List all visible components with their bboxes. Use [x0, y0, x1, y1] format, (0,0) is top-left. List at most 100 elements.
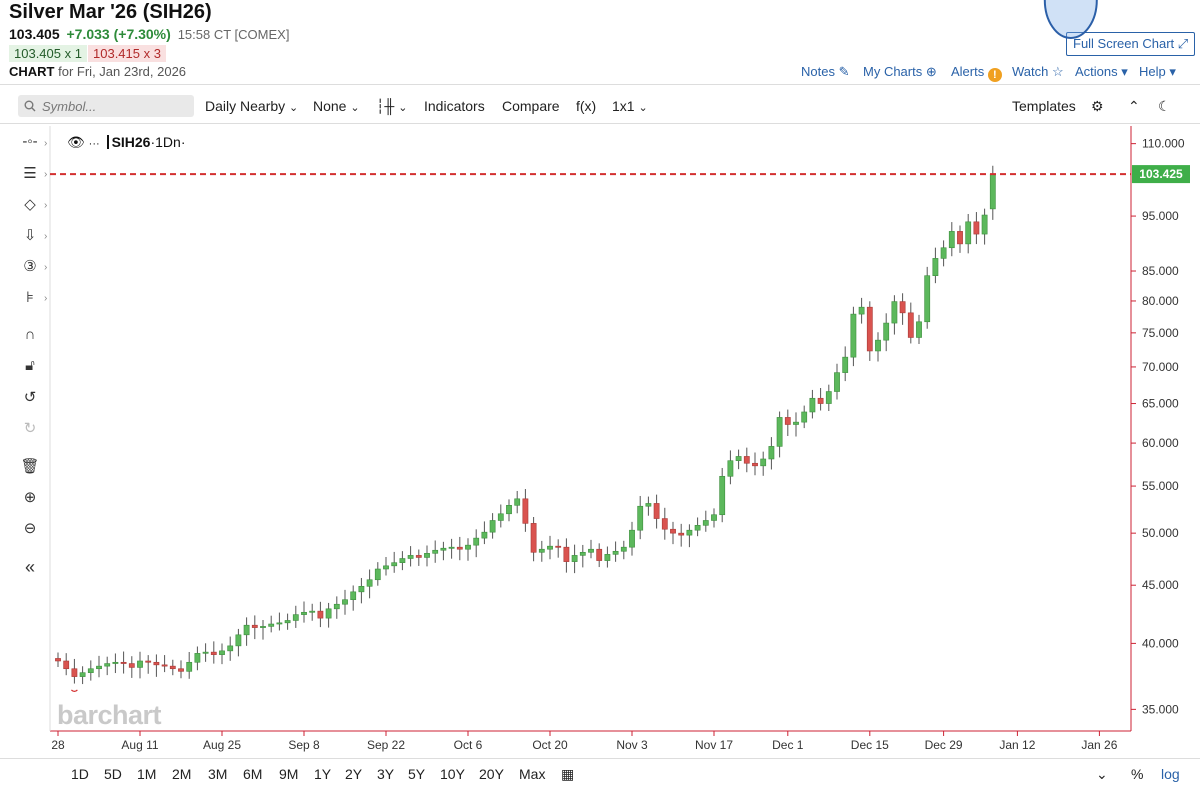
arrow-down-icon[interactable]: ⇩ [23, 227, 37, 244]
candle-body [260, 626, 266, 628]
x-tick-label: Nov 3 [616, 738, 648, 752]
candle-body [842, 356, 849, 373]
more-icon[interactable]: ··· [88, 138, 100, 150]
range-max-button[interactable]: Max [519, 766, 546, 782]
range-9m-button[interactable]: 9M [279, 766, 299, 782]
candle-body [620, 546, 627, 552]
last-price-tag [1132, 165, 1190, 184]
x-tick-label: Oct 6 [454, 738, 483, 752]
range-10y-button[interactable]: 10Y [440, 766, 465, 782]
divider [0, 758, 1200, 759]
highlight-ellipse [1043, 0, 1098, 39]
candle-body [497, 513, 504, 521]
gear-icon[interactable]: ⚙ [1091, 98, 1104, 114]
fib-lines-icon[interactable]: ☰ [23, 165, 37, 182]
range-3m-button[interactable]: 3M [208, 766, 228, 782]
undo-icon[interactable]: ↺ [23, 389, 37, 406]
range-1m-button[interactable]: 1M [137, 766, 157, 782]
candle-body [891, 301, 898, 324]
notes-link[interactable]: Notes ✎ [801, 64, 850, 79]
trash-icon[interactable]: 🗑︎ [20, 458, 40, 475]
range-2m-button[interactable]: 2M [172, 766, 192, 782]
chart-label: CHART [9, 64, 55, 79]
range-1y-button[interactable]: 1Y [314, 766, 332, 782]
function-button[interactable]: f(x) [576, 98, 597, 114]
compare-button[interactable]: Compare [502, 98, 560, 114]
candle-body [120, 661, 127, 664]
moon-icon[interactable]: ☾ [1158, 98, 1171, 114]
fullscreen-button[interactable]: Full Screen Chart ⤢ [1066, 32, 1196, 56]
candle-body [178, 668, 184, 672]
actions-menu[interactable]: Actions ▾ [1075, 64, 1128, 79]
candle-body [629, 529, 635, 548]
chevron-right-icon[interactable]: › [44, 138, 48, 149]
range-6m-button[interactable]: 6M [243, 766, 263, 782]
candle-body [555, 545, 562, 548]
range-20y-button[interactable]: 20Y [479, 766, 504, 782]
range-3y-button[interactable]: 3Y [377, 766, 395, 782]
candle-body [292, 614, 299, 621]
candle-body [653, 503, 660, 519]
candle-body [612, 550, 619, 555]
symbol-search-input[interactable]: Symbol... [18, 95, 194, 117]
star-icon: ☆ [1051, 64, 1064, 79]
candle-body [883, 322, 890, 341]
range-1d-button[interactable]: 1D [71, 766, 89, 782]
trend-line-icon[interactable]: -◦- [22, 133, 38, 150]
chevron-down-icon[interactable]: ⌄ [1096, 766, 1108, 782]
none-dropdown[interactable]: None ⌄ [313, 98, 360, 114]
redo-icon[interactable]: ↻ [23, 420, 37, 437]
percent-toggle[interactable]: % [1131, 766, 1144, 782]
range-5d-button[interactable]: 5D [104, 766, 122, 782]
calendar-icon[interactable]: ▦ [561, 766, 575, 782]
number-marker-icon[interactable]: ③ [23, 258, 37, 275]
chevron-right-icon[interactable]: › [44, 200, 48, 211]
x-tick-label: Dec 15 [851, 738, 889, 752]
chevron-right-icon[interactable]: › [44, 262, 48, 273]
candle-body [448, 546, 455, 549]
unlock-icon[interactable]: 🔓︎ [25, 357, 35, 374]
candle-body [71, 668, 78, 677]
candle-body [87, 668, 94, 673]
chevron-right-icon[interactable]: › [44, 293, 48, 304]
candle-body [137, 660, 143, 668]
candle-body [776, 417, 783, 447]
alerts-link[interactable]: Alerts ! [951, 64, 1002, 82]
collapse-icon[interactable]: ⌃ [1128, 98, 1140, 114]
candle-body [637, 505, 644, 531]
log-toggle[interactable]: log [1161, 766, 1180, 782]
candle-body [817, 397, 824, 404]
y-tick-label: 110.000 [1142, 137, 1185, 151]
period-dropdown[interactable]: Daily Nearby ⌄ [205, 98, 299, 114]
range-5y-button[interactable]: 5Y [408, 766, 426, 782]
candle-body [374, 568, 381, 581]
price-change: +7.033 (+7.30%) [66, 26, 171, 42]
my-charts-link[interactable]: My Charts ⊕ [863, 64, 937, 79]
candle-body [465, 544, 471, 550]
collapse-left-icon[interactable]: « [24, 557, 35, 577]
chevron-right-icon[interactable]: › [44, 169, 48, 180]
eye-icon[interactable]: 👁︎ [67, 134, 85, 150]
range-2y-button[interactable]: 2Y [345, 766, 363, 782]
candle-body [161, 664, 168, 667]
chevron-right-icon[interactable]: › [44, 231, 48, 242]
zoom-out-icon[interactable]: ⊖ [23, 520, 37, 537]
candle-body [588, 548, 594, 553]
candle-body [981, 214, 988, 235]
indicators-button[interactable]: Indicators [424, 98, 485, 114]
candle-body [243, 624, 250, 636]
layout-dropdown[interactable]: 1x1 ⌄ [612, 98, 648, 114]
zoom-in-icon[interactable]: ⊕ [23, 489, 37, 506]
candle-body [858, 306, 865, 315]
candle-body [506, 505, 512, 515]
measure-icon[interactable]: ⊧ [26, 289, 34, 306]
help-menu[interactable]: Help ▾ [1139, 64, 1176, 79]
magnet-icon[interactable]: ∩ [24, 326, 36, 343]
shape-icon[interactable]: ◇ [24, 196, 36, 213]
chart-type-dropdown[interactable]: ┆╫ ⌄ [376, 98, 407, 115]
candle-body [809, 397, 816, 413]
y-tick-label: 60.000 [1142, 436, 1179, 450]
templates-button[interactable]: Templates [1012, 98, 1076, 114]
watch-link[interactable]: Watch ☆ [1012, 64, 1064, 79]
